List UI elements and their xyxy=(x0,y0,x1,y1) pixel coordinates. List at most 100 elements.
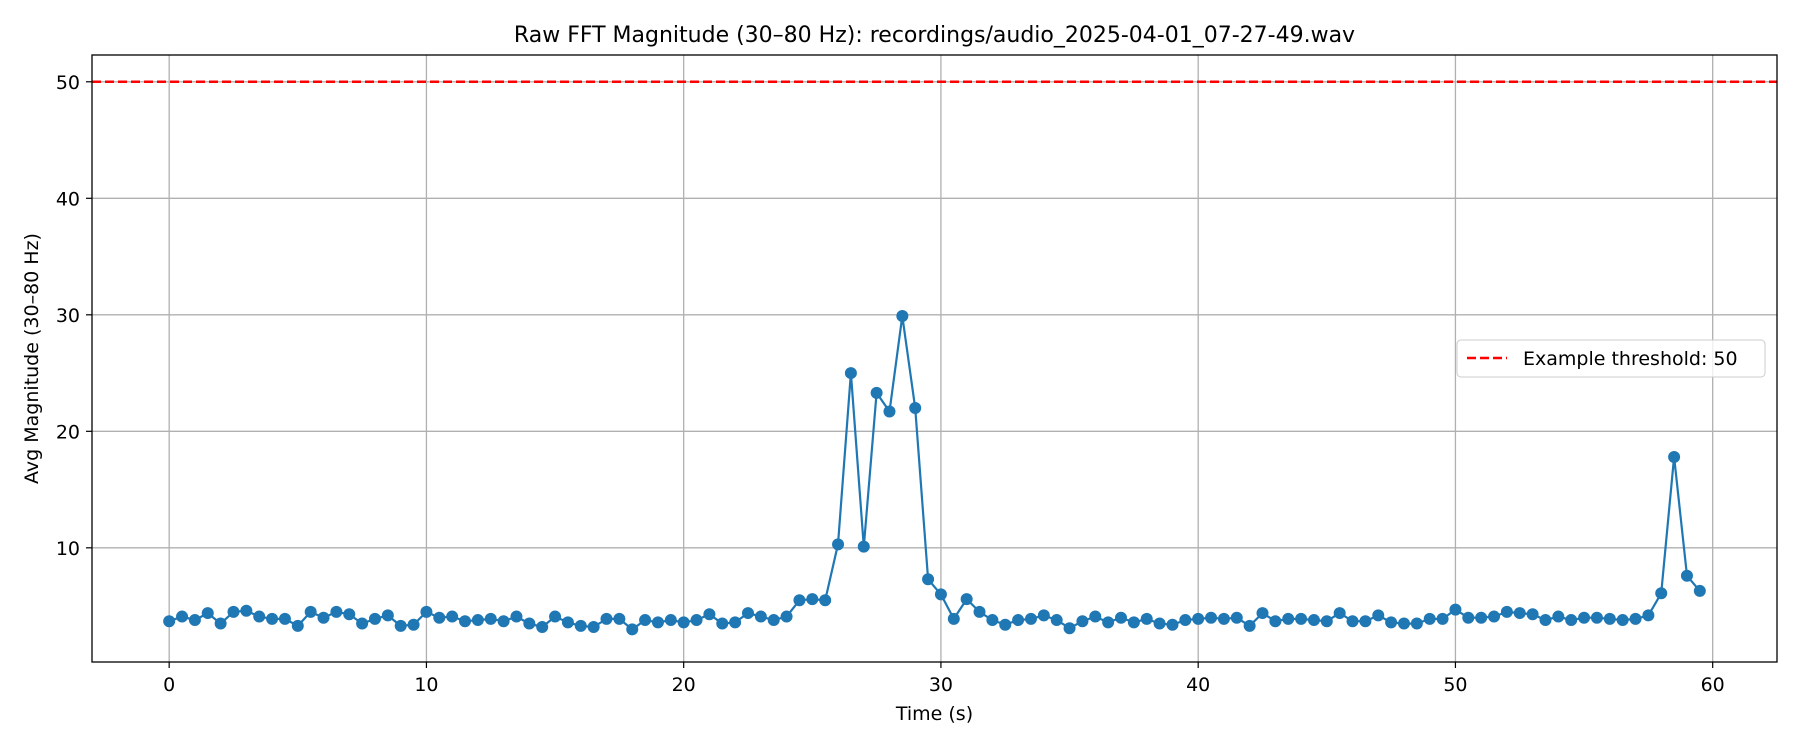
data-point xyxy=(651,616,664,629)
data-point xyxy=(1552,610,1565,623)
data-point xyxy=(471,614,484,627)
x-tick-label: 40 xyxy=(1186,674,1210,696)
data-point xyxy=(973,605,986,618)
data-point xyxy=(1423,612,1436,625)
data-point xyxy=(1346,615,1359,628)
data-point xyxy=(1205,611,1218,624)
data-point xyxy=(1680,569,1693,582)
data-point xyxy=(1307,614,1320,627)
data-point xyxy=(1513,607,1526,620)
data-point xyxy=(1462,611,1475,624)
data-point xyxy=(639,614,652,627)
data-point xyxy=(1192,612,1205,625)
y-tick-label: 40 xyxy=(56,188,80,210)
data-point xyxy=(1385,616,1398,629)
data-point xyxy=(1050,614,1063,627)
data-point xyxy=(1590,611,1603,624)
y-axis-label: Avg Magnitude (30–80 Hz) xyxy=(21,233,43,484)
data-point xyxy=(1282,612,1295,625)
data-point xyxy=(536,621,549,634)
data-point xyxy=(934,588,947,601)
data-point xyxy=(304,605,317,618)
data-point xyxy=(1295,612,1308,625)
data-point xyxy=(947,612,960,625)
data-point xyxy=(1397,617,1410,630)
data-point xyxy=(523,617,536,630)
chart-title: Raw FFT Magnitude (30–80 Hz): recordings… xyxy=(514,23,1355,48)
legend-box xyxy=(1456,339,1766,378)
legend: Example threshold: 50 xyxy=(1456,339,1766,378)
series-layer xyxy=(163,309,1706,636)
legend-threshold-label: Example threshold: 50 xyxy=(1523,348,1738,370)
data-point xyxy=(291,619,304,632)
data-point xyxy=(1230,611,1243,624)
data-point xyxy=(1089,610,1102,623)
data-point xyxy=(729,616,742,629)
data-point xyxy=(857,540,870,553)
data-point xyxy=(278,612,291,625)
data-point xyxy=(1115,611,1128,624)
x-axis-label: Time (s) xyxy=(895,703,973,725)
data-point xyxy=(227,605,240,618)
data-point xyxy=(549,610,562,623)
data-point xyxy=(420,605,433,618)
data-point xyxy=(1320,615,1333,628)
x-tick-label: 60 xyxy=(1701,674,1725,696)
data-point xyxy=(484,612,497,625)
data-point xyxy=(870,386,883,399)
data-point xyxy=(240,604,253,617)
y-tick-label: 30 xyxy=(56,305,80,327)
data-point xyxy=(330,605,343,618)
data-point xyxy=(703,608,716,621)
data-point xyxy=(356,617,369,630)
data-point xyxy=(188,614,201,627)
data-point xyxy=(1243,619,1256,632)
data-point xyxy=(1372,609,1385,622)
data-point xyxy=(922,573,935,586)
plot-area-frame xyxy=(91,54,1778,663)
data-point xyxy=(600,612,613,625)
x-tick-label: 20 xyxy=(672,674,696,696)
data-point xyxy=(1500,605,1513,618)
data-point xyxy=(1012,614,1025,627)
data-point xyxy=(201,607,214,620)
data-point xyxy=(767,614,780,627)
data-point xyxy=(832,538,845,551)
data-point xyxy=(1578,611,1591,624)
data-point xyxy=(1359,615,1372,628)
data-point xyxy=(574,619,587,632)
data-point xyxy=(497,615,510,628)
data-point xyxy=(253,610,266,623)
axis-ticks: 0 10 20 30 40 50 60 10 20 30 40 50 xyxy=(56,72,1725,696)
data-point xyxy=(1475,611,1488,624)
data-point xyxy=(214,617,227,630)
data-point xyxy=(1153,617,1166,630)
data-point xyxy=(844,367,857,380)
data-point xyxy=(626,623,639,636)
data-point xyxy=(1539,614,1552,627)
data-point xyxy=(986,614,999,627)
data-point xyxy=(1488,610,1501,623)
data-point xyxy=(819,594,832,607)
x-tick-label: 10 xyxy=(414,674,438,696)
data-point xyxy=(433,611,446,624)
data-point xyxy=(1410,617,1423,630)
data-point xyxy=(176,610,189,623)
data-point xyxy=(677,616,690,629)
data-point xyxy=(1269,615,1282,628)
data-point xyxy=(446,610,459,623)
data-point xyxy=(1127,616,1140,629)
data-point xyxy=(1565,614,1578,627)
data-point xyxy=(163,615,176,628)
data-point xyxy=(561,616,574,629)
data-point xyxy=(368,612,381,625)
data-point xyxy=(664,614,677,627)
data-point xyxy=(317,611,330,624)
x-tick-label: 50 xyxy=(1443,674,1467,696)
data-point xyxy=(1140,612,1153,625)
data-point xyxy=(1024,612,1037,625)
data-point xyxy=(754,610,767,623)
data-point xyxy=(587,621,600,634)
data-point xyxy=(1693,584,1706,597)
